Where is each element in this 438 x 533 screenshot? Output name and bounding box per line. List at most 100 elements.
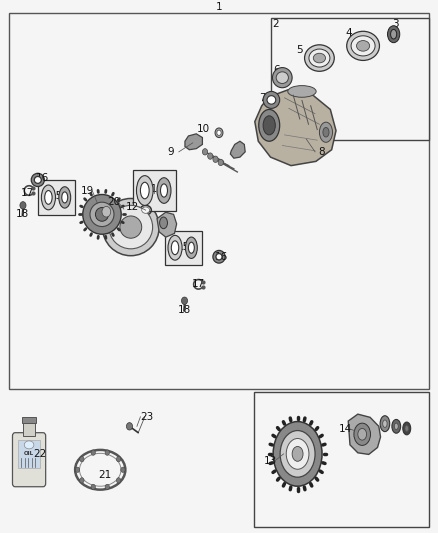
Text: 6: 6 <box>273 65 280 75</box>
Text: 16: 16 <box>215 252 228 262</box>
Ellipse shape <box>160 184 167 197</box>
Ellipse shape <box>188 242 194 253</box>
Ellipse shape <box>286 439 309 469</box>
FancyBboxPatch shape <box>12 433 46 487</box>
Ellipse shape <box>109 205 152 249</box>
Ellipse shape <box>405 425 409 431</box>
Circle shape <box>105 484 110 490</box>
Text: 9: 9 <box>168 147 174 157</box>
Circle shape <box>20 201 26 209</box>
Text: 22: 22 <box>33 449 46 459</box>
Ellipse shape <box>309 49 330 67</box>
Circle shape <box>117 478 121 483</box>
Circle shape <box>91 484 95 490</box>
Ellipse shape <box>59 187 71 208</box>
Circle shape <box>218 159 223 166</box>
Circle shape <box>91 450 95 455</box>
Ellipse shape <box>159 217 167 229</box>
Ellipse shape <box>41 185 56 210</box>
Text: 17: 17 <box>191 279 205 289</box>
Circle shape <box>181 297 187 304</box>
Ellipse shape <box>157 177 171 203</box>
Ellipse shape <box>263 92 280 108</box>
Text: 17: 17 <box>21 188 35 198</box>
Circle shape <box>80 478 84 483</box>
Polygon shape <box>185 134 202 150</box>
Ellipse shape <box>380 416 390 432</box>
Ellipse shape <box>273 422 322 486</box>
Text: 16: 16 <box>35 173 49 183</box>
Circle shape <box>102 206 111 217</box>
Ellipse shape <box>62 192 68 203</box>
Ellipse shape <box>288 86 316 97</box>
Circle shape <box>208 153 213 159</box>
Ellipse shape <box>391 29 397 39</box>
Text: 18: 18 <box>177 305 191 315</box>
Ellipse shape <box>34 176 41 183</box>
Ellipse shape <box>319 122 332 142</box>
Ellipse shape <box>168 236 182 260</box>
Text: 10: 10 <box>197 124 210 134</box>
Ellipse shape <box>304 45 334 71</box>
Text: 23: 23 <box>140 412 154 422</box>
Ellipse shape <box>267 95 276 104</box>
Ellipse shape <box>351 36 375 56</box>
Ellipse shape <box>185 237 197 259</box>
Bar <box>254 392 428 527</box>
Ellipse shape <box>215 128 223 138</box>
Bar <box>165 231 202 265</box>
Bar <box>18 440 40 467</box>
Circle shape <box>127 423 133 430</box>
Text: 15: 15 <box>50 191 63 201</box>
Ellipse shape <box>347 31 379 60</box>
Text: 15: 15 <box>177 242 190 252</box>
Text: 4: 4 <box>346 28 353 38</box>
Ellipse shape <box>102 198 159 256</box>
Ellipse shape <box>213 251 225 263</box>
Bar <box>133 170 176 211</box>
Text: 13: 13 <box>264 456 277 466</box>
Text: 7: 7 <box>259 93 266 103</box>
Text: 19: 19 <box>81 186 94 196</box>
Text: 11: 11 <box>145 184 158 194</box>
Circle shape <box>213 156 218 163</box>
Text: 14: 14 <box>339 424 352 434</box>
Circle shape <box>202 149 208 155</box>
Polygon shape <box>255 90 336 166</box>
Text: OIL: OIL <box>24 451 34 456</box>
Text: 12: 12 <box>126 202 139 212</box>
Polygon shape <box>157 212 177 237</box>
Ellipse shape <box>90 202 114 227</box>
Polygon shape <box>348 414 381 455</box>
Ellipse shape <box>259 109 280 141</box>
Ellipse shape <box>217 130 221 135</box>
Ellipse shape <box>171 241 179 255</box>
Ellipse shape <box>313 53 325 63</box>
Text: 2: 2 <box>272 19 279 29</box>
Text: 1: 1 <box>215 2 223 12</box>
Ellipse shape <box>280 431 315 477</box>
Ellipse shape <box>358 429 367 440</box>
Ellipse shape <box>357 41 370 51</box>
Ellipse shape <box>142 207 150 213</box>
Ellipse shape <box>354 423 371 446</box>
Circle shape <box>117 457 121 462</box>
Ellipse shape <box>24 441 34 449</box>
Text: 8: 8 <box>318 147 325 157</box>
Ellipse shape <box>45 190 52 204</box>
Ellipse shape <box>403 422 411 435</box>
Ellipse shape <box>137 176 153 205</box>
Text: 20: 20 <box>107 197 120 207</box>
Ellipse shape <box>323 127 329 137</box>
Ellipse shape <box>120 216 142 238</box>
Ellipse shape <box>272 68 292 88</box>
Circle shape <box>121 467 125 472</box>
Ellipse shape <box>216 254 222 260</box>
Ellipse shape <box>292 447 303 461</box>
Ellipse shape <box>95 207 109 221</box>
Ellipse shape <box>388 26 400 43</box>
Text: 3: 3 <box>392 19 399 29</box>
Circle shape <box>80 457 84 462</box>
Ellipse shape <box>31 173 44 187</box>
Ellipse shape <box>383 420 387 427</box>
